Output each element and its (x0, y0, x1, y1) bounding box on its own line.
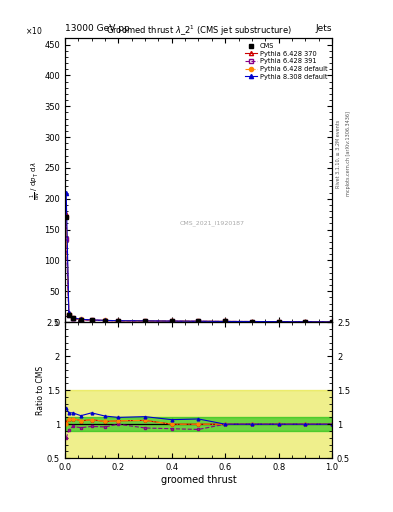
Text: Jets: Jets (316, 24, 332, 33)
Y-axis label: $\frac{1}{\mathrm{d}N}$ / $\mathrm{d}p_\mathrm{T}$ $\mathrm{d}\lambda$: $\frac{1}{\mathrm{d}N}$ / $\mathrm{d}p_\… (29, 161, 43, 200)
Text: CMS_2021_I1920187: CMS_2021_I1920187 (179, 220, 244, 226)
Legend: CMS, Pythia 6.428 370, Pythia 6.428 391, Pythia 6.428 default, Pythia 8.308 defa: CMS, Pythia 6.428 370, Pythia 6.428 391,… (242, 40, 330, 82)
Text: $\times 10$: $\times 10$ (25, 25, 42, 35)
Text: mcplots.cern.ch [arXiv:1306.3436]: mcplots.cern.ch [arXiv:1306.3436] (346, 111, 351, 196)
Y-axis label: Ratio to CMS: Ratio to CMS (37, 366, 46, 415)
Bar (65, 390, 332, 458)
Title: Groomed thrust $\lambda\_2^1$ (CMS jet substructure): Groomed thrust $\lambda\_2^1$ (CMS jet s… (106, 24, 291, 38)
Text: Rivet 3.1.10, ≥ 3.2M events: Rivet 3.1.10, ≥ 3.2M events (336, 119, 341, 188)
Text: 13000 GeV pp: 13000 GeV pp (65, 24, 130, 33)
X-axis label: groomed thrust: groomed thrust (161, 475, 236, 485)
Bar (65, 417, 332, 431)
